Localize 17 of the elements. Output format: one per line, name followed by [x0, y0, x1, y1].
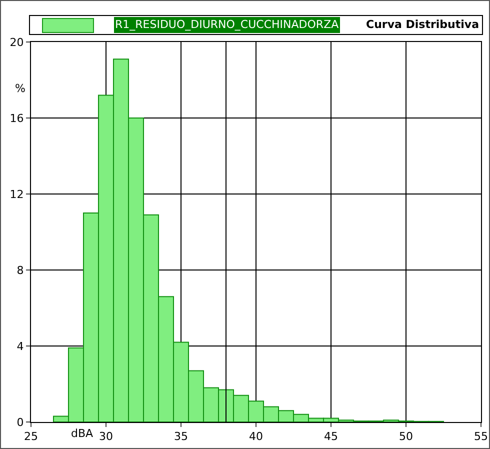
legend-label: R1_RESIDUO_DIURNO_CUCCHINADORZA — [114, 17, 340, 33]
y-tick-label: 12 — [10, 188, 24, 201]
x-tick-label: 30 — [99, 430, 113, 444]
x-tick-label: 40 — [249, 430, 263, 444]
x-axis-title: dBA — [71, 427, 94, 440]
x-tick-label: 25 — [24, 430, 38, 444]
x-tick-label: 45 — [324, 430, 338, 444]
x-tick-label: 55 — [474, 430, 488, 444]
y-tick-label: 4 — [16, 340, 24, 353]
y-tick-label: 16 — [10, 112, 24, 125]
x-tick-label: 35 — [174, 430, 188, 444]
chart-title: Curva Distributiva — [366, 17, 479, 33]
x-tick-label: 50 — [399, 430, 413, 444]
y-axis-title: % — [15, 82, 26, 95]
y-tick-label: 0 — [16, 416, 24, 429]
y-tick-label: 8 — [16, 264, 24, 277]
y-tick-label: 20 — [10, 36, 24, 49]
